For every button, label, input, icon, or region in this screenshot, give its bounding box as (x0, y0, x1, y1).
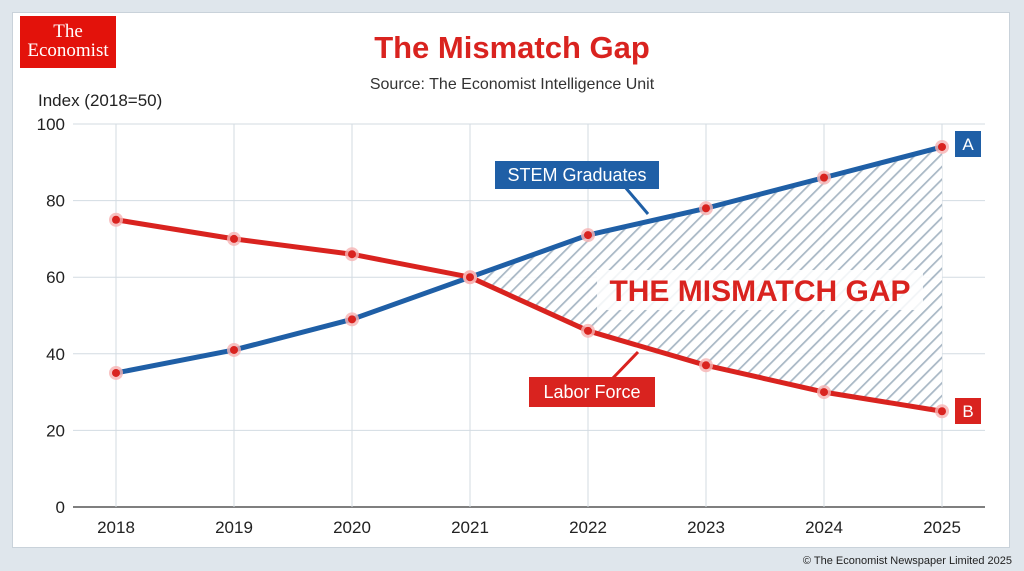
stem-point-2024 (820, 173, 828, 182)
stem-point-2019 (230, 345, 238, 354)
labor-point-2023 (702, 361, 710, 370)
x-tick-2020: 2020 (333, 518, 371, 537)
y-tick-100: 100 (37, 115, 65, 134)
y-tick-0: 0 (56, 498, 65, 517)
x-tick-2024: 2024 (805, 518, 843, 537)
x-tick-2023: 2023 (687, 518, 725, 537)
labor-line (113, 217, 945, 414)
stem-point-2025 (938, 142, 946, 151)
labor-point-2018 (112, 215, 120, 224)
stem-callout-pointer (623, 186, 650, 215)
labor-point-2019 (230, 234, 238, 243)
labor-point-2025 (938, 407, 946, 416)
end-label-b: B (962, 402, 973, 421)
labor-point-2024 (820, 388, 828, 397)
stem-point-2022 (584, 231, 592, 240)
y-axis-label: Index (2018=50) (38, 91, 163, 110)
stem-series-label: STEM Graduates (507, 165, 646, 185)
logo-line-2: Economist (27, 40, 109, 61)
x-tick-2022: 2022 (569, 518, 607, 537)
x-tick-2021: 2021 (451, 518, 489, 537)
chart-title: The Mismatch Gap (374, 30, 650, 65)
chart-labels: 0 20 40 60 80 100 2018 2019 2020 2021 2022 2023 2024… (37, 115, 981, 537)
labor-callout-box (529, 377, 655, 407)
series-lines (109, 139, 949, 419)
labor-point-2022 (584, 326, 592, 335)
end-label-a-box (955, 131, 981, 157)
stem-point-2018 (112, 368, 120, 377)
stem-point-2023 (702, 204, 710, 213)
copyright-footer: © The Economist Newspaper Limited 2025 (802, 555, 1012, 567)
y-tick-80: 80 (46, 192, 65, 211)
y-tick-20: 20 (46, 421, 65, 440)
y-tick-60: 60 (46, 268, 65, 287)
labor-callout-pointer (610, 350, 640, 381)
x-tick-2019: 2019 (215, 518, 253, 537)
economist-logo: The Economist (20, 16, 116, 68)
logo-line-1: The (53, 21, 83, 42)
stem-callout-box (495, 161, 659, 189)
labor-series-label: Labor Force (543, 382, 640, 402)
stem-point-2020 (348, 315, 356, 324)
labor-point-2021 (466, 273, 474, 282)
gap-label: THE MISMATCH GAP (609, 275, 910, 308)
x-tick-2018: 2018 (97, 518, 135, 537)
y-tick-40: 40 (46, 345, 65, 364)
gap-label-bg (597, 270, 923, 310)
end-label-a: A (962, 135, 974, 154)
labor-point-2020 (348, 250, 356, 259)
stem-line (113, 144, 945, 376)
chart-subtitle: Source: The Economist Intelligence Unit (369, 76, 655, 93)
end-label-b-box (955, 398, 981, 424)
x-tick-2025: 2025 (923, 518, 961, 537)
